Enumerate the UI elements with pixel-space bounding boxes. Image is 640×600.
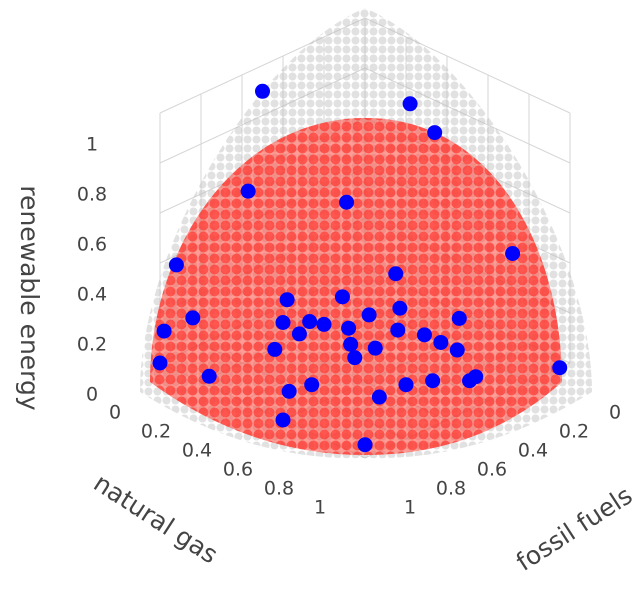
point	[304, 377, 320, 393]
z-tick-label: 0.6	[77, 234, 107, 256]
point	[371, 389, 387, 405]
x-tick-label: 0	[609, 402, 621, 424]
x-axis-title: fossil fuels	[511, 481, 637, 577]
point	[279, 292, 295, 308]
y-tick-label: 0.2	[141, 421, 171, 443]
point	[433, 334, 449, 350]
point	[425, 373, 441, 389]
point	[343, 336, 359, 352]
point	[427, 125, 443, 141]
z-tick-label: 1	[86, 134, 98, 156]
point	[416, 327, 432, 343]
x-tick-label: 0.8	[436, 478, 466, 500]
y-tick-label: 0.6	[223, 459, 253, 481]
point	[302, 314, 318, 330]
point	[398, 377, 414, 393]
x-tick-label: 1	[404, 497, 416, 519]
point	[334, 289, 350, 305]
tick-labels: 0 0.2 0.4 0.6 0.8 1 0 0.2 0.4 0.6 0.8 1 0 0.2 0.4 0.6 0.…	[77, 134, 621, 519]
z-tick-label: 0	[86, 384, 98, 406]
z-tick-label: 0.4	[77, 284, 107, 306]
point	[201, 368, 217, 384]
points	[152, 83, 568, 453]
y-tick-label: 0	[109, 402, 121, 424]
y-tick-label: 0.8	[264, 478, 294, 500]
point	[275, 315, 291, 330]
point	[347, 350, 363, 366]
point	[168, 257, 184, 273]
point	[156, 323, 172, 339]
point	[505, 246, 521, 261]
point	[275, 412, 291, 428]
y-tick-label: 1	[314, 497, 326, 519]
inner-surface	[150, 118, 562, 455]
z-tick-label: 0.2	[77, 334, 107, 356]
point	[267, 341, 283, 357]
point	[367, 340, 383, 356]
point	[361, 307, 377, 323]
point	[357, 437, 373, 453]
point	[339, 194, 355, 210]
point	[152, 355, 168, 371]
point	[449, 342, 465, 358]
point	[392, 300, 408, 316]
point	[316, 316, 332, 332]
point	[402, 96, 418, 112]
x-tick-label: 0.2	[559, 421, 589, 443]
point	[388, 266, 404, 282]
z-axis-title: renewable energy	[15, 185, 44, 411]
y-tick-label: 0.4	[182, 440, 212, 462]
point	[240, 183, 256, 199]
point	[291, 326, 307, 342]
x-tick-label: 0.4	[518, 440, 548, 462]
point	[341, 320, 357, 336]
z-tick-label: 0.8	[77, 184, 107, 206]
point	[255, 83, 270, 99]
point	[552, 360, 568, 376]
x-tick-label: 0.6	[477, 459, 507, 481]
point	[468, 369, 484, 385]
point	[185, 310, 201, 326]
point	[281, 383, 297, 399]
point	[390, 322, 406, 338]
y-axis-title: natural gas	[89, 468, 223, 569]
point	[451, 310, 467, 326]
